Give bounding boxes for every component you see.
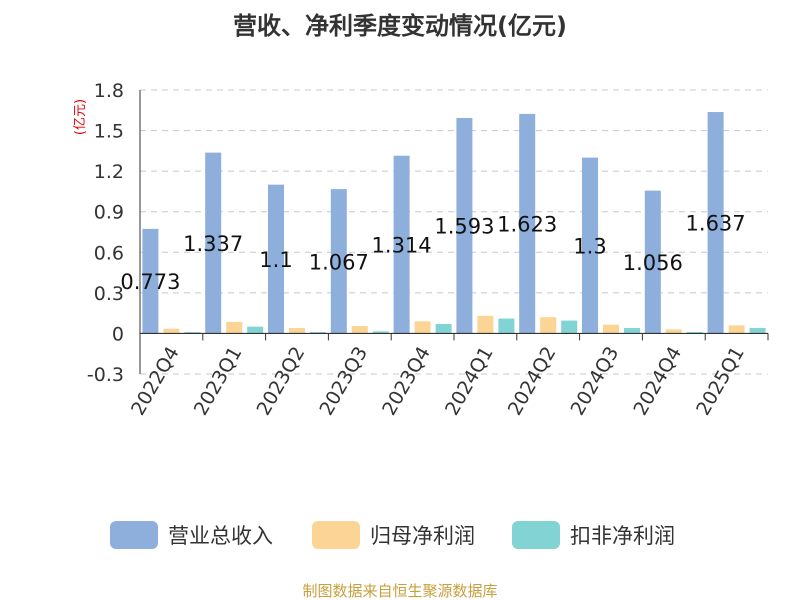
data-label: 1.593 [434, 215, 494, 239]
y-tick-label: -0.3 [87, 364, 124, 386]
y-tick-label: 0.9 [94, 202, 124, 224]
x-tick-label: 2024Q3 [567, 343, 624, 419]
bar [644, 190, 661, 334]
x-tick-label: 2023Q1 [190, 343, 247, 419]
y-tick-label: 0.3 [94, 283, 124, 305]
bar [686, 332, 703, 334]
bar [247, 326, 264, 334]
x-tick-label: 2023Q4 [378, 343, 435, 419]
legend-label: 营业总收入 [168, 524, 273, 548]
x-tick-label: 2023Q3 [315, 343, 372, 419]
data-label: 1.3 [573, 235, 606, 259]
x-axis: 2022Q4 2023Q1 2023Q2 2023Q3 2023Q4 2024Q1 2024… [127, 332, 769, 419]
x-tick-label: 2024Q4 [629, 343, 686, 419]
y-axis: -0.3 0 0.3 0.6 0.9 1.2 1.5 1.8 [87, 80, 141, 386]
bar [456, 117, 473, 334]
bars [142, 112, 766, 334]
bar [393, 155, 410, 334]
bar [498, 318, 515, 334]
x-tick-label: 2025Q1 [692, 343, 749, 419]
data-label: 1.337 [183, 232, 243, 256]
y-tick-label: 1.2 [94, 161, 124, 183]
legend-swatch [512, 521, 560, 549]
y-tick-label: 1.5 [94, 121, 124, 143]
data-label: 1.056 [623, 251, 683, 275]
bar [707, 112, 724, 334]
bar [205, 152, 222, 334]
bar [561, 320, 578, 334]
y-tick-label: 1.8 [94, 80, 124, 102]
bar [142, 228, 159, 334]
bar [477, 315, 494, 334]
x-tick-label: 2023Q2 [253, 343, 310, 419]
bar [268, 184, 284, 334]
bar [540, 317, 557, 334]
bar [372, 331, 389, 334]
bar [749, 328, 766, 334]
bar [665, 329, 682, 334]
y-axis-unit: (亿元) [73, 99, 88, 135]
y-tick-label: 0.6 [94, 242, 124, 264]
grid [140, 89, 768, 375]
y-tick-label: 0 [112, 323, 124, 345]
data-label: 1.623 [497, 213, 557, 237]
bar [435, 323, 452, 334]
x-tick-label: 2024Q2 [504, 343, 561, 419]
legend-swatch [312, 521, 360, 549]
legend-label: 归母净利润 [370, 524, 475, 548]
bar [582, 157, 598, 334]
bar [351, 325, 368, 334]
bar [728, 325, 745, 334]
x-tick-label: 2022Q4 [127, 343, 184, 419]
data-label: 0.773 [120, 270, 180, 294]
data-label: 1.314 [372, 234, 432, 258]
bar [330, 189, 347, 334]
bar [184, 332, 201, 334]
data-label: 1.637 [686, 212, 746, 236]
bar [603, 324, 619, 334]
source-note: 制图数据来自恒生聚源数据库 [302, 582, 497, 600]
legend-swatch [110, 521, 158, 549]
legend: 营业总收入 归母净利润 扣非净利润 [110, 521, 675, 549]
bar [414, 321, 431, 334]
bar [226, 321, 243, 334]
legend-label: 扣非净利润 [570, 524, 675, 548]
data-label: 1.1 [259, 248, 292, 272]
bar [519, 113, 536, 334]
x-tick-label: 2024Q1 [441, 343, 498, 419]
chart-title: 营收、净利季度变动情况(亿元) [233, 12, 567, 40]
bar [163, 328, 180, 334]
data-label: 1.067 [309, 250, 369, 274]
bar [289, 328, 305, 334]
bar [624, 328, 640, 334]
bar [310, 332, 326, 334]
